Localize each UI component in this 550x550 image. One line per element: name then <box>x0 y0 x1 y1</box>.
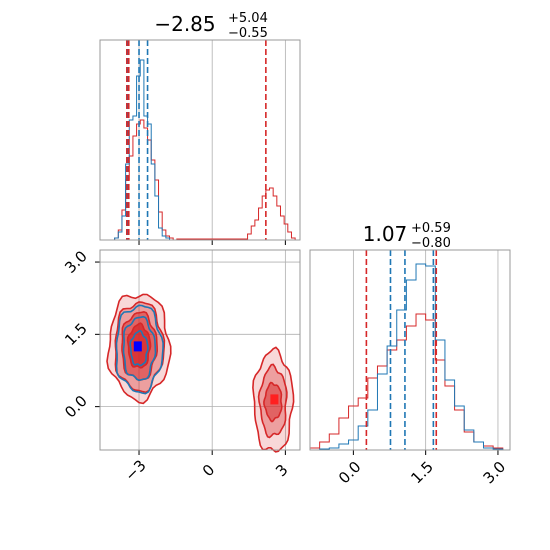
histogram-param1 <box>99 39 301 245</box>
histogram-series-b <box>309 313 510 451</box>
y-tick-label-param2: 3.0 <box>61 247 91 277</box>
x-tick-label-param1: 3 <box>272 461 291 480</box>
x-tick-label-param2: 3.0 <box>480 458 510 488</box>
contour-series-a <box>115 304 164 395</box>
x-tick-label-param1: −3 <box>121 456 149 484</box>
contour-series-a <box>129 329 149 367</box>
x-tick-label-param2: 0.0 <box>335 458 365 488</box>
x-tick-label-param2: 1.5 <box>407 458 437 488</box>
peak-marker <box>133 341 142 352</box>
histogram-series-a <box>310 263 510 451</box>
title-param2: 1.07 <box>363 222 408 246</box>
axes-frame <box>309 249 511 451</box>
y-tick-label-param2: 0.0 <box>61 392 91 422</box>
contour-series-a <box>122 315 157 382</box>
title-param1-upper: +5.04 <box>228 11 268 26</box>
axes-frame <box>99 39 301 241</box>
histogram-series-b <box>114 119 296 241</box>
y-tick-label-param2: 1.5 <box>61 320 91 350</box>
axes-frame <box>99 249 301 451</box>
title-param1-lower: −0.55 <box>228 26 268 41</box>
title-param1: −2.85 <box>154 12 215 36</box>
histogram-param2 <box>309 249 511 455</box>
histogram-series-a <box>114 59 296 241</box>
title-param2-upper: +0.59 <box>411 221 451 236</box>
title-param2-lower: −0.80 <box>411 236 451 251</box>
contour-panel <box>95 249 301 455</box>
peak-marker <box>270 394 279 405</box>
x-tick-label-param1: 0 <box>199 461 218 480</box>
